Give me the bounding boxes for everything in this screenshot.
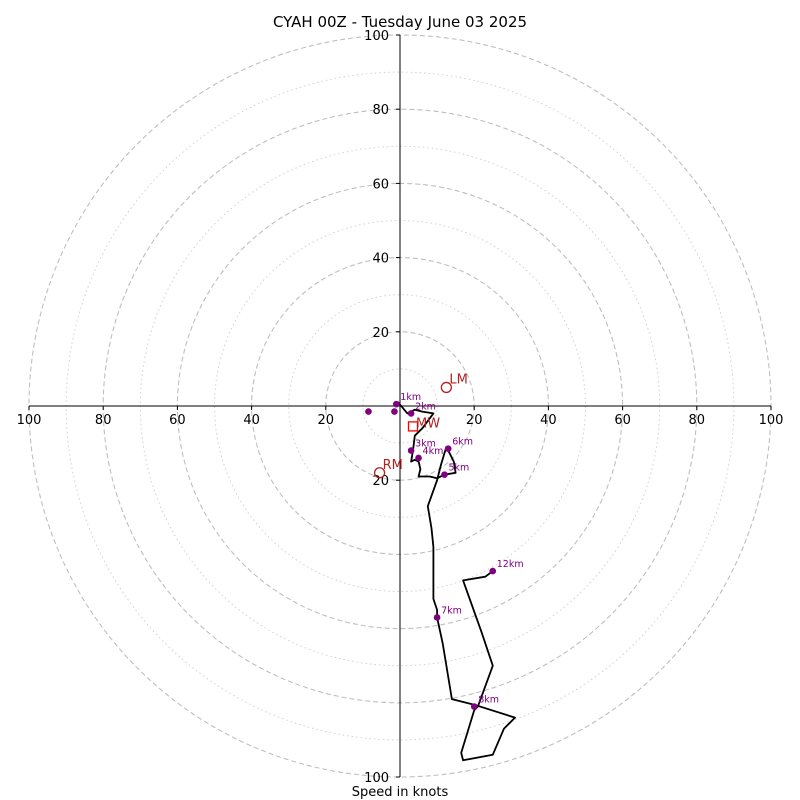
y-tick-label: 100 [364, 29, 389, 44]
storm-label-LM: LM [449, 372, 467, 387]
height-label-8km: 8km [478, 695, 499, 706]
height-marker-2km [407, 410, 415, 417]
storm-marker-LM [440, 381, 453, 394]
y-tick-label: 100 [364, 771, 389, 786]
hodograph-dot [365, 408, 372, 415]
storm-label-MW: MW [416, 416, 440, 431]
mean-wind-symbol [407, 421, 419, 432]
height-label-6km: 6km [452, 437, 473, 448]
height-marker-5km [441, 471, 448, 478]
height-label-1km: 1km [400, 392, 421, 403]
x-tick-label: 80 [95, 413, 112, 428]
height-label-3km: 3km [415, 439, 436, 450]
height-marker-12km [489, 567, 497, 575]
height-label-2km: 2km [415, 401, 436, 412]
storm-marker-RM [373, 467, 386, 479]
x-tick-label: 60 [169, 413, 186, 428]
height-label-12km: 12km [497, 559, 524, 570]
y-tick-label: 80 [372, 103, 389, 118]
height-marker-7km [433, 614, 441, 621]
x-tick-label: 20 [318, 413, 335, 428]
x-tick-label: 80 [689, 413, 706, 428]
height-marker-8km [470, 703, 478, 710]
y-tick-label: 20 [372, 326, 389, 341]
x-tick-label: 100 [759, 413, 784, 428]
height-marker-6km [444, 445, 452, 452]
x-tick-label: 40 [540, 413, 557, 428]
height-marker-3km [407, 447, 415, 454]
y-tick-label: 40 [372, 252, 389, 267]
height-marker-1km [392, 400, 400, 408]
y-tick-label: 60 [372, 177, 389, 192]
height-marker-4km [415, 454, 422, 462]
hodograph-line [395, 401, 516, 762]
storm-motion-markers: LM RM MW [373, 372, 468, 479]
chart-title: CYAH 00Z - Tuesday June 03 2025 [273, 13, 527, 31]
height-label-4km: 4km [423, 446, 444, 457]
height-label-5km: 5km [449, 463, 470, 474]
x-tick-label: 100 [17, 413, 42, 428]
x-axis-label: Speed in knots [352, 785, 449, 800]
height-label-7km: 7km [441, 605, 462, 616]
tick-labels: 100 80 60 40 20 20 40 60 80 100 100 80 60 40 20 20 100 [17, 29, 784, 786]
x-tick-label: 20 [466, 413, 483, 428]
storm-label-RM: RM [383, 458, 403, 473]
hodograph-dot [391, 408, 398, 415]
y-tick-label: 20 [372, 474, 389, 489]
axes [29, 35, 771, 777]
x-tick-label: 60 [614, 413, 631, 428]
x-tick-label: 40 [243, 413, 260, 428]
hodograph-series [395, 401, 516, 762]
